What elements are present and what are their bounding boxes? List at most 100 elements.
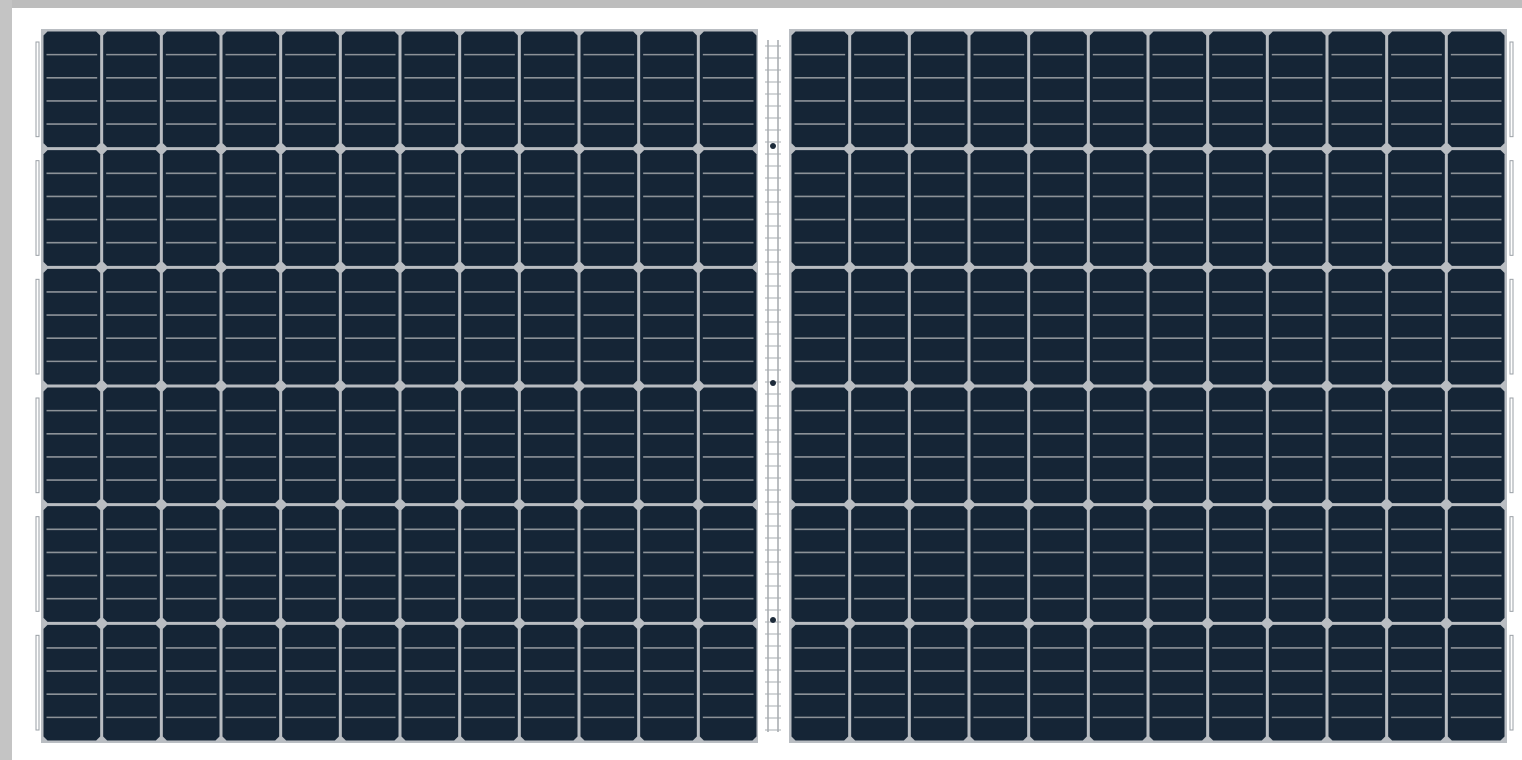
solar-cell: [1149, 31, 1207, 148]
cell-surface: [791, 506, 849, 622]
cell-surface: [791, 31, 849, 148]
solar-cell: [640, 387, 697, 504]
solar-cell: [162, 31, 220, 148]
junction-dot: [770, 143, 776, 149]
cell-surface: [1209, 31, 1266, 148]
cell-surface: [1388, 387, 1445, 504]
cell-surface: [1089, 268, 1147, 385]
cell-surface: [1089, 506, 1147, 622]
cell-string: [791, 150, 1505, 266]
solar-cell: [1030, 506, 1087, 622]
cell-surface: [222, 506, 280, 622]
solar-cell: [1149, 624, 1207, 741]
string-end-connector: [1509, 634, 1514, 731]
solar-cell: [910, 387, 968, 504]
cell-surface: [970, 268, 1028, 385]
solar-cell: [222, 31, 280, 148]
cell-surface: [970, 31, 1028, 148]
solar-cell: [1209, 31, 1266, 148]
solar-cell: [970, 506, 1028, 622]
solar-cell: [43, 624, 101, 741]
solar-cell: [222, 506, 280, 622]
cell-surface: [103, 31, 160, 148]
cell-surface: [401, 31, 459, 148]
cell-surface: [910, 506, 968, 622]
cell-surface: [1149, 506, 1207, 622]
solar-cell: [1268, 624, 1326, 741]
solar-cell: [1030, 268, 1087, 385]
solar-cell: [103, 387, 160, 504]
string-end-connector: [1509, 41, 1514, 138]
solar-cell: [640, 150, 697, 266]
solar-cell: [222, 387, 280, 504]
solar-cell: [791, 387, 849, 504]
string-end-connector: [35, 397, 40, 494]
cell-string: [791, 506, 1505, 622]
solar-cell: [341, 31, 399, 148]
solar-cell: [162, 387, 220, 504]
cell-surface: [222, 624, 280, 741]
solar-cell: [851, 624, 908, 741]
cell-surface: [1447, 268, 1505, 385]
cell-surface: [461, 150, 518, 266]
cell-surface: [580, 624, 638, 741]
cell-surface: [699, 31, 757, 148]
solar-cell: [341, 387, 399, 504]
cell-string: [791, 268, 1505, 385]
cell-surface: [970, 150, 1028, 266]
solar-cell: [699, 387, 757, 504]
solar-cell: [1268, 506, 1326, 622]
cell-surface: [222, 387, 280, 504]
solar-cell: [520, 624, 578, 741]
solar-cell: [851, 268, 908, 385]
cell-surface: [520, 31, 578, 148]
frame-top-edge: [0, 0, 1522, 8]
solar-cell: [1328, 31, 1386, 148]
solar-cell: [640, 506, 697, 622]
cell-surface: [1149, 150, 1207, 266]
cell-surface: [520, 150, 578, 266]
cell-surface: [461, 506, 518, 622]
solar-cell: [1149, 506, 1207, 622]
panel-half-left: [35, 29, 759, 743]
cell-surface: [699, 268, 757, 385]
solar-cell: [970, 150, 1028, 266]
solar-cell: [401, 387, 459, 504]
cell-surface: [341, 387, 399, 504]
cell-surface: [43, 150, 101, 266]
solar-cell: [970, 387, 1028, 504]
solar-cell: [910, 150, 968, 266]
solar-cell: [640, 624, 697, 741]
solar-cell: [282, 268, 339, 385]
cell-surface: [1447, 31, 1505, 148]
solar-cell: [1149, 387, 1207, 504]
cell-surface: [970, 387, 1028, 504]
frame-left-gap: [12, 8, 18, 760]
cell-surface: [1209, 150, 1266, 266]
cell-string: [43, 31, 757, 148]
junction-dot: [770, 617, 776, 623]
cell-surface: [1447, 150, 1505, 266]
cell-surface: [341, 506, 399, 622]
solar-cell: [520, 506, 578, 622]
solar-cell: [520, 268, 578, 385]
cell-surface: [1268, 506, 1326, 622]
cell-surface: [1447, 624, 1505, 741]
cell-surface: [1328, 387, 1386, 504]
solar-cell: [1388, 150, 1445, 266]
solar-cell: [461, 268, 518, 385]
cell-surface: [1268, 624, 1326, 741]
cell-surface: [43, 387, 101, 504]
cell-surface: [1268, 268, 1326, 385]
cell-surface: [1268, 387, 1326, 504]
solar-cell: [1209, 387, 1266, 504]
solar-cell: [699, 506, 757, 622]
cell-surface: [401, 506, 459, 622]
solar-cell: [282, 150, 339, 266]
cell-surface: [699, 624, 757, 741]
cell-surface: [970, 506, 1028, 622]
cell-surface: [520, 624, 578, 741]
panel-half-backing: [789, 29, 1507, 743]
